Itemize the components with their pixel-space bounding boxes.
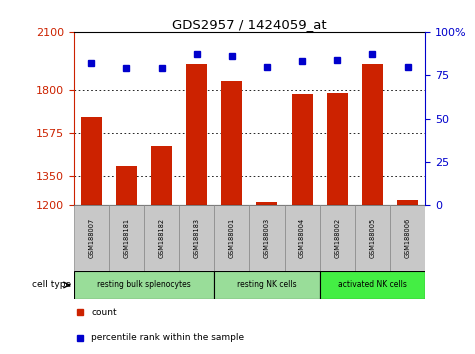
Bar bbox=[116, 166, 137, 205]
Bar bbox=[74, 205, 109, 271]
Bar bbox=[144, 205, 179, 271]
Bar bbox=[214, 271, 320, 299]
Bar bbox=[179, 205, 214, 271]
Bar bbox=[249, 205, 285, 271]
Text: GSM188181: GSM188181 bbox=[124, 218, 129, 258]
Bar bbox=[221, 81, 242, 205]
Text: GSM188006: GSM188006 bbox=[405, 218, 410, 258]
Text: GSM188004: GSM188004 bbox=[299, 218, 305, 258]
Bar bbox=[327, 93, 348, 205]
Bar bbox=[362, 64, 383, 205]
Bar bbox=[320, 271, 425, 299]
Bar bbox=[397, 200, 418, 205]
Text: GSM188007: GSM188007 bbox=[88, 218, 94, 258]
Text: GSM188002: GSM188002 bbox=[334, 218, 340, 258]
Bar bbox=[390, 205, 425, 271]
Bar bbox=[151, 145, 172, 205]
Text: resting NK cells: resting NK cells bbox=[237, 280, 297, 290]
Bar bbox=[292, 95, 313, 205]
Text: resting bulk splenocytes: resting bulk splenocytes bbox=[97, 280, 191, 290]
Bar bbox=[109, 205, 144, 271]
Bar bbox=[186, 64, 207, 205]
Text: GSM188182: GSM188182 bbox=[159, 218, 164, 258]
Text: cell type: cell type bbox=[32, 280, 71, 290]
Text: GSM188001: GSM188001 bbox=[229, 218, 235, 258]
Bar bbox=[355, 205, 390, 271]
Text: GSM188003: GSM188003 bbox=[264, 218, 270, 258]
Text: count: count bbox=[91, 308, 117, 317]
Bar bbox=[256, 202, 277, 205]
Bar bbox=[320, 205, 355, 271]
Bar bbox=[214, 205, 249, 271]
Text: activated NK cells: activated NK cells bbox=[338, 280, 407, 290]
Bar bbox=[285, 205, 320, 271]
Text: GSM188183: GSM188183 bbox=[194, 218, 200, 258]
Title: GDS2957 / 1424059_at: GDS2957 / 1424059_at bbox=[172, 18, 327, 31]
Bar bbox=[74, 271, 214, 299]
Text: GSM188005: GSM188005 bbox=[370, 218, 375, 258]
Bar bbox=[81, 117, 102, 205]
Text: percentile rank within the sample: percentile rank within the sample bbox=[91, 333, 244, 342]
